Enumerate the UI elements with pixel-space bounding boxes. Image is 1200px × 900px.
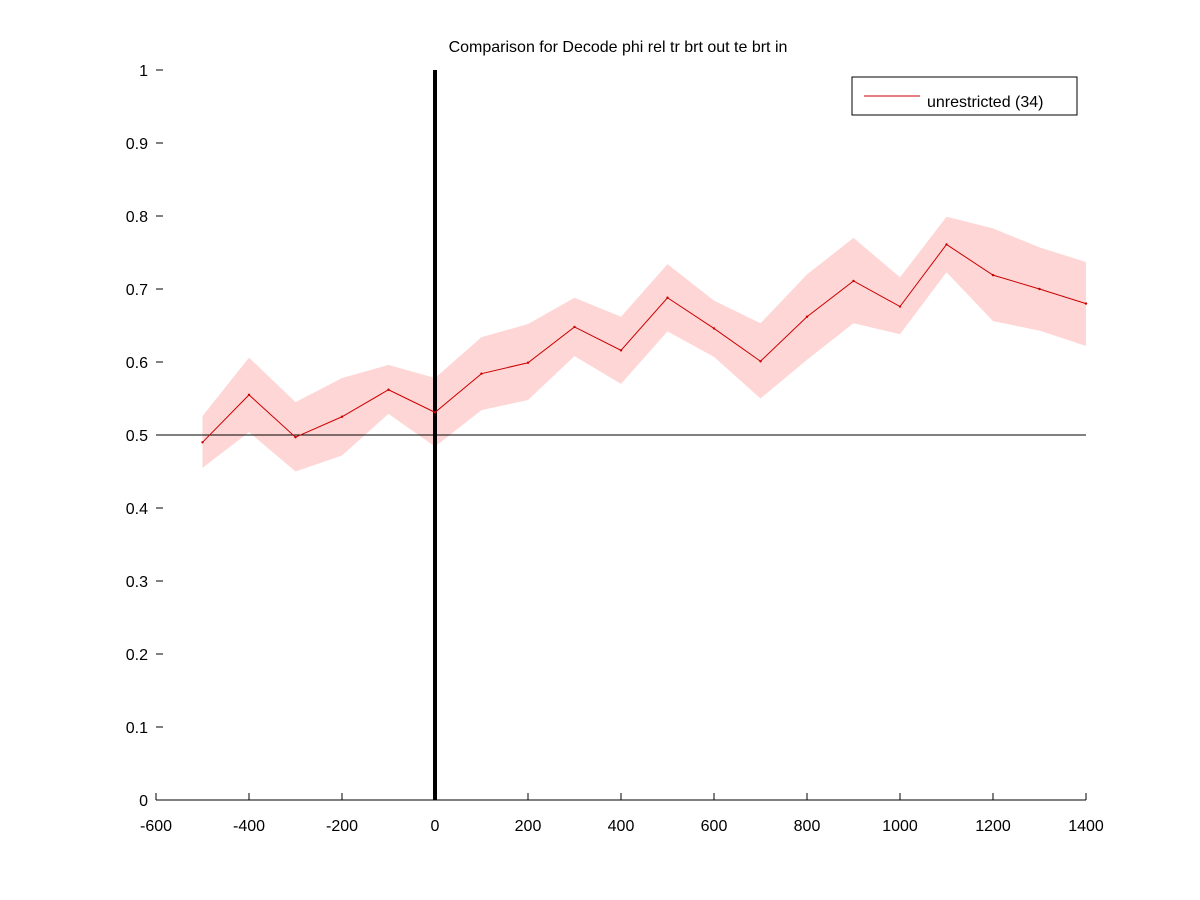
chart-title: Comparison for Decode phi rel tr brt out…	[449, 39, 788, 56]
y-tick-label: 0.9	[126, 136, 148, 153]
y-tick-label: 0.2	[126, 647, 148, 664]
legend-label: unrestricted (34)	[927, 94, 1044, 111]
data-point	[945, 243, 948, 246]
data-point	[480, 372, 483, 375]
reference-lines	[156, 70, 1086, 800]
confidence-band	[202, 216, 1086, 472]
x-tick-label: 1400	[1068, 818, 1104, 835]
data-point	[712, 327, 716, 330]
legend: unrestricted (34)	[851, 76, 1078, 116]
y-tick-label: 0.8	[126, 209, 148, 226]
confidence-band-layer	[202, 216, 1086, 472]
y-tick-label: 0.5	[126, 428, 148, 445]
data-point	[759, 360, 762, 363]
data-point	[1084, 302, 1088, 305]
x-tick-label: -200	[326, 818, 358, 835]
data-point	[573, 325, 576, 329]
y-tick-label: 0.7	[126, 282, 148, 299]
x-tick-label: 0	[431, 818, 440, 835]
x-tick-label: 600	[701, 818, 728, 835]
y-tick-label: 0.1	[126, 720, 148, 737]
x-tick-label: -600	[140, 818, 172, 835]
series-line	[202, 243, 1087, 443]
x-tick-label: 1000	[882, 818, 918, 835]
data-point	[387, 388, 390, 391]
data-point	[247, 393, 251, 397]
data-point	[991, 273, 995, 277]
data-point	[666, 296, 669, 299]
x-tick-label: -400	[233, 818, 265, 835]
y-tick-label: 1	[139, 63, 148, 80]
y-tick-label: 0.6	[126, 355, 148, 372]
y-tick-label: 0	[139, 793, 148, 810]
data-point	[898, 305, 902, 308]
data-point	[526, 361, 530, 364]
x-tick-label: 1200	[975, 818, 1011, 835]
data-point	[294, 435, 297, 439]
data-point	[805, 315, 809, 318]
data-point	[201, 441, 204, 444]
x-tick-label: 800	[794, 818, 821, 835]
series-line-layer	[201, 243, 1088, 444]
data-point	[1038, 287, 1041, 291]
data-point	[340, 415, 344, 418]
legend-box	[851, 76, 1078, 116]
data-point	[619, 349, 623, 352]
data-point	[852, 279, 855, 283]
axes: -600 -400 -200 0 200 400 600 800 1000 1200 1400 0 0.…	[126, 63, 1104, 835]
data-point	[433, 411, 437, 414]
y-tick-label: 0.3	[126, 574, 148, 591]
y-tick-label: 0.4	[126, 501, 148, 518]
x-tick-label: 200	[515, 818, 542, 835]
x-tick-label: 400	[608, 818, 635, 835]
